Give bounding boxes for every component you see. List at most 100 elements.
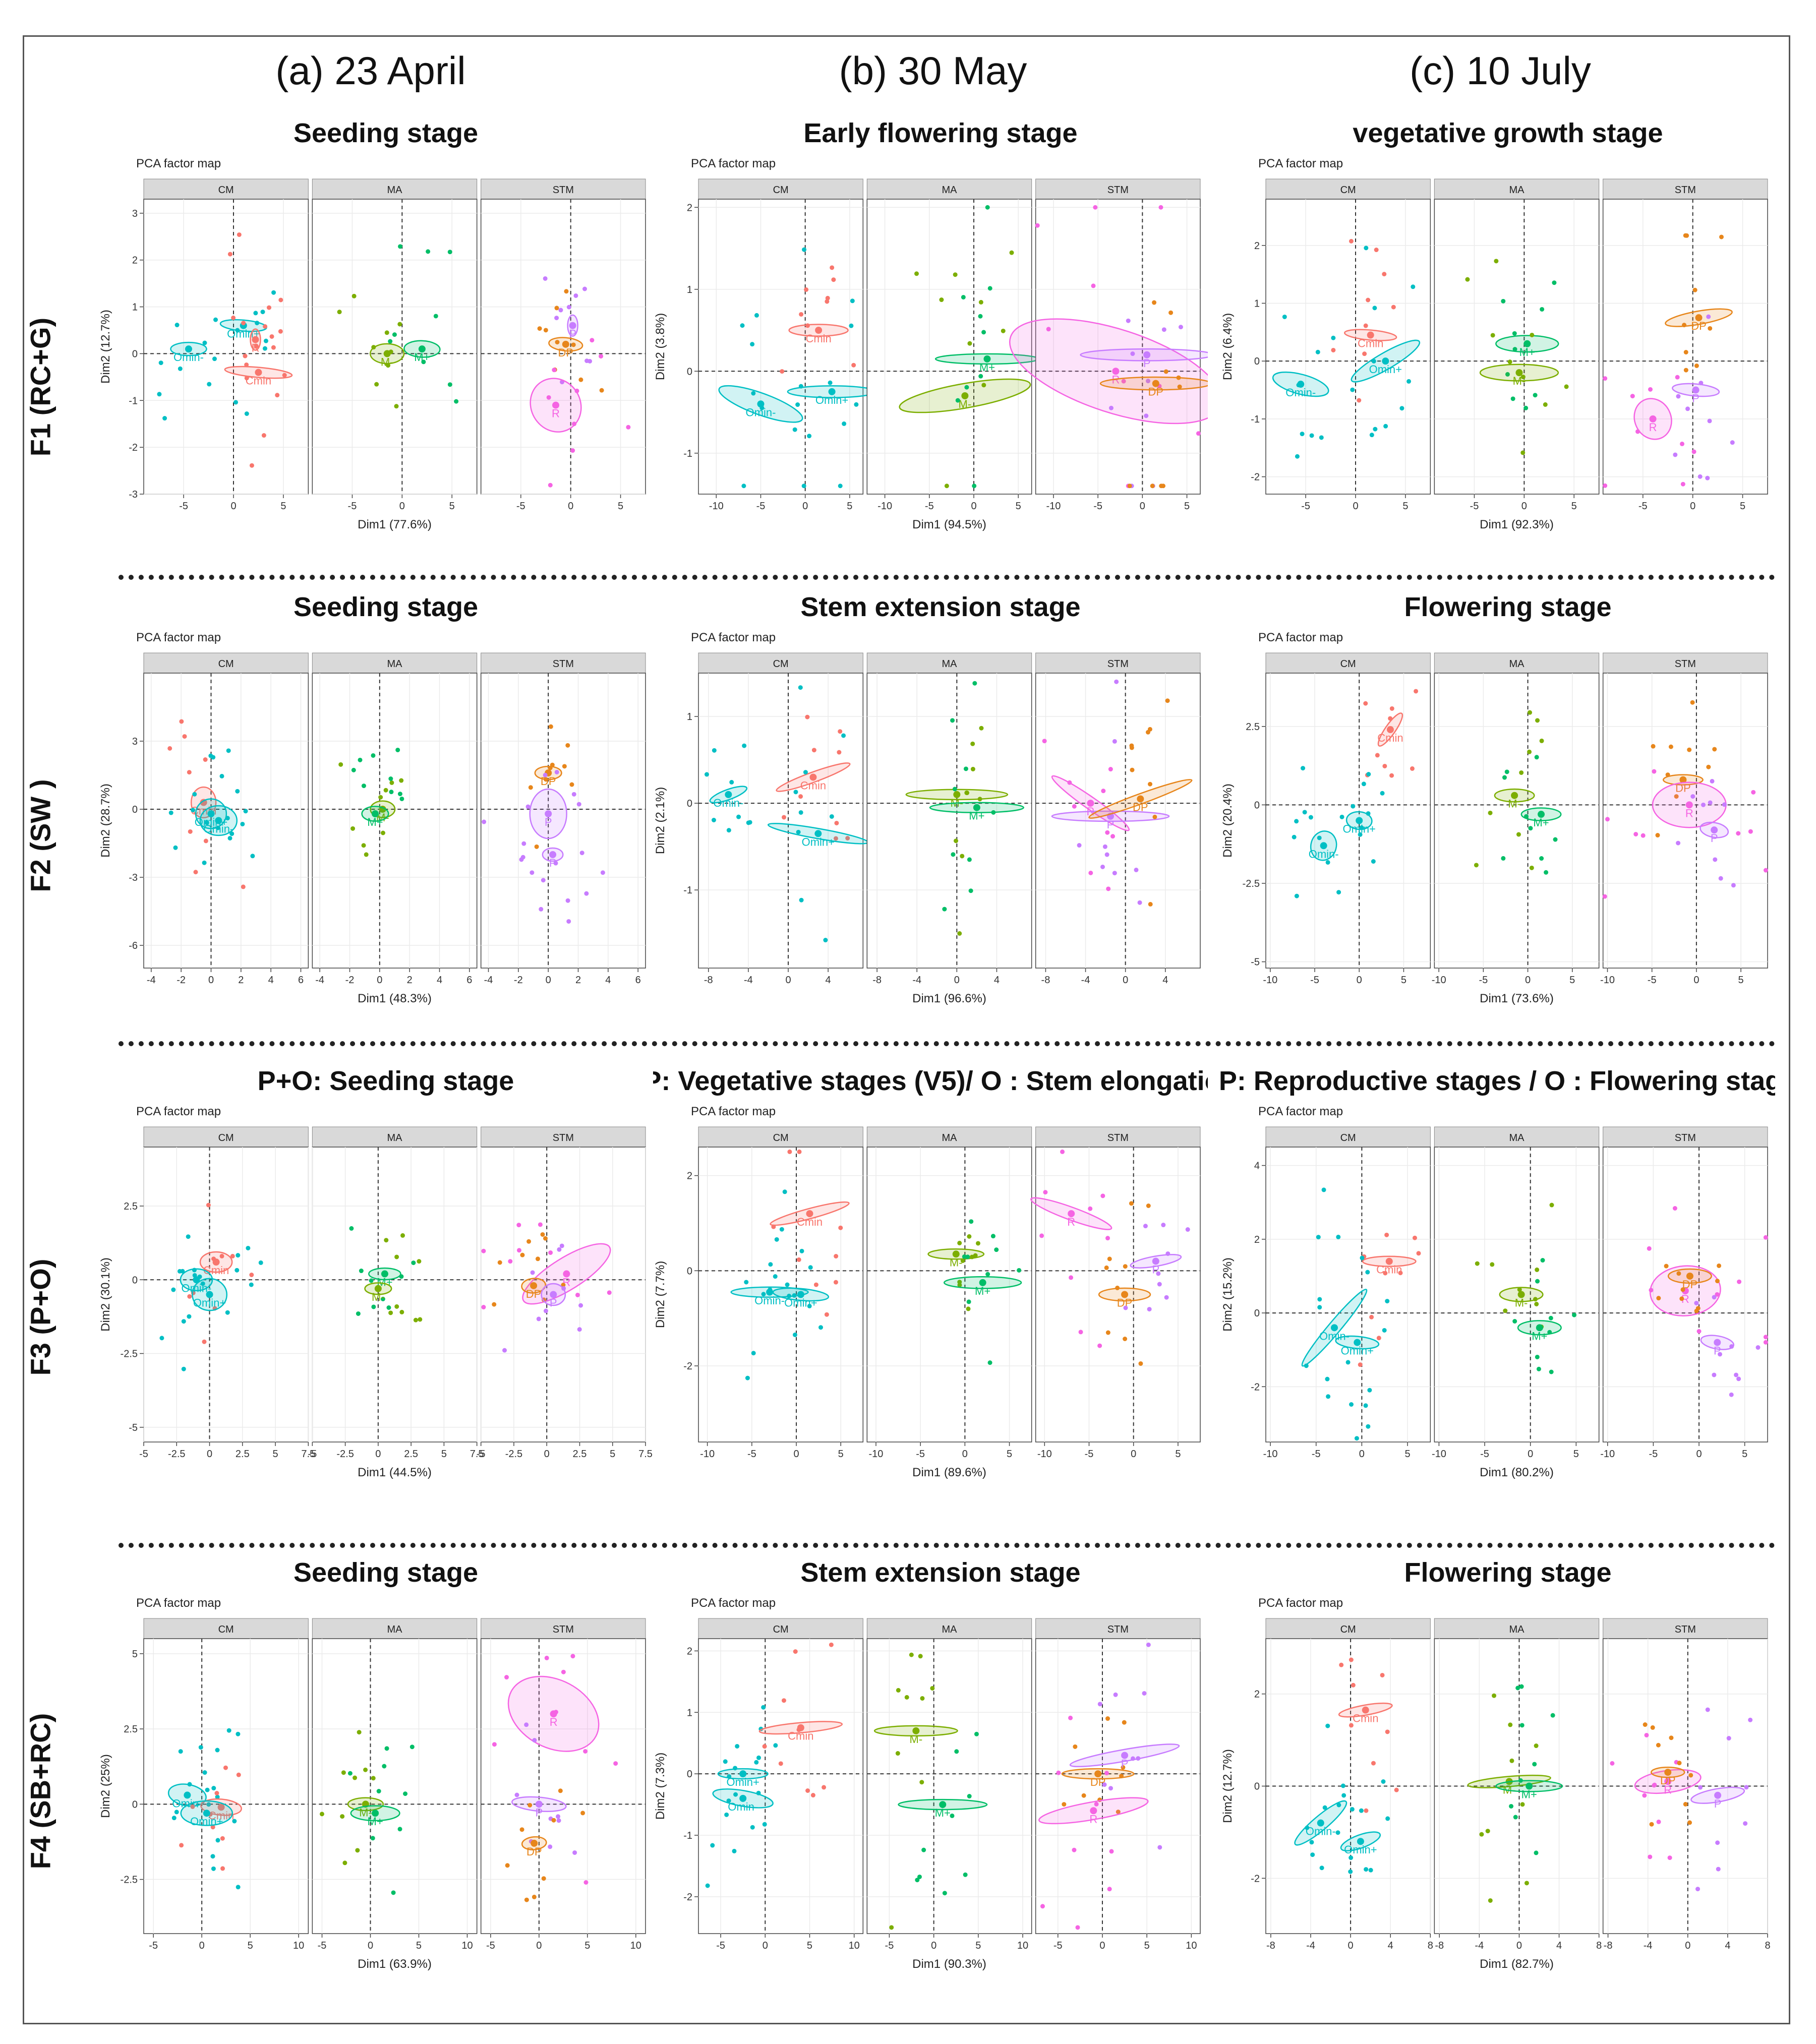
data-point — [383, 788, 388, 793]
y-axis-label: Dim2 (3.8%) — [654, 313, 667, 380]
data-point — [573, 293, 578, 298]
data-point — [173, 845, 178, 850]
data-point — [534, 844, 539, 849]
data-point — [399, 796, 404, 801]
data-point — [1533, 393, 1538, 398]
x-tick-label: -8 — [1435, 1940, 1444, 1951]
data-point — [1548, 1315, 1553, 1320]
data-point — [1713, 857, 1718, 862]
data-point — [530, 1270, 535, 1275]
group-centroid — [1317, 1819, 1324, 1827]
facet-panel — [866, 673, 1032, 969]
data-point — [833, 1280, 838, 1285]
group-centroid — [1511, 792, 1518, 799]
data-point — [1035, 223, 1040, 228]
data-point — [1502, 775, 1507, 780]
facet-strip — [866, 1618, 1032, 1639]
data-point — [1294, 893, 1299, 898]
data-point — [174, 323, 180, 328]
group-label: DP — [526, 1845, 542, 1858]
data-point — [174, 1810, 179, 1815]
x-axis-label: Dim1 (89.6%) — [912, 1466, 986, 1479]
group-label: M- — [372, 1291, 385, 1303]
data-point — [1656, 1742, 1661, 1748]
group-centroid — [1152, 380, 1159, 387]
data-point — [236, 1885, 241, 1890]
data-point — [1684, 233, 1689, 238]
pca-map-title: PCA factor map — [1258, 631, 1343, 644]
data-point — [1687, 747, 1692, 752]
y-tick-label: -5 — [129, 1422, 138, 1433]
data-point — [370, 1836, 375, 1841]
data-point — [599, 354, 604, 359]
data-point — [384, 330, 389, 335]
group-centroid — [1685, 801, 1693, 809]
group-centroid — [184, 1791, 191, 1799]
group-centroid — [1367, 331, 1374, 339]
data-point — [1744, 1785, 1749, 1790]
data-point — [1365, 1270, 1370, 1275]
y-tick-label: 2 — [687, 1171, 692, 1182]
data-point — [1706, 314, 1711, 319]
data-point — [167, 746, 172, 751]
facet-panel — [1035, 1147, 1201, 1442]
data-point — [514, 1792, 519, 1797]
data-point — [226, 1728, 231, 1733]
facet-strip — [1434, 1618, 1600, 1639]
facet-strip — [481, 652, 646, 674]
data-point — [244, 411, 249, 416]
data-point — [919, 1780, 924, 1785]
data-point — [532, 1738, 537, 1743]
data-point — [1524, 1881, 1529, 1886]
data-point — [1300, 432, 1305, 437]
data-point — [583, 1880, 589, 1885]
data-point — [1369, 433, 1374, 438]
data-point — [1340, 1783, 1345, 1788]
data-point — [1319, 1866, 1324, 1871]
data-point — [729, 779, 734, 785]
data-point — [577, 1327, 582, 1332]
x-tick-label: -5 — [1479, 975, 1488, 986]
data-point — [211, 1866, 216, 1871]
group-label: R — [252, 342, 260, 354]
data-point — [1309, 1840, 1314, 1845]
data-point — [1105, 1330, 1110, 1335]
data-point — [249, 1273, 254, 1278]
group-label: Cmin — [1377, 732, 1403, 744]
x-tick-label: 5 — [1738, 975, 1744, 986]
data-point — [978, 299, 983, 305]
data-point — [220, 1866, 225, 1871]
x-tick-label: 8 — [1765, 1940, 1770, 1951]
x-tick-label: 0 — [208, 975, 214, 986]
group-centroid — [1121, 1752, 1129, 1759]
x-tick-label: -4 — [744, 975, 753, 986]
data-point — [492, 1742, 497, 1747]
data-point — [607, 1290, 612, 1295]
x-tick-label: -5 — [318, 1940, 327, 1951]
pca-map-title: PCA factor map — [1258, 157, 1343, 170]
data-point — [1148, 901, 1153, 907]
pca-panel: Seeding stage PCA factor map CM -4 -2 0 2 4 6 Cmi… — [98, 590, 653, 1011]
data-point — [1161, 1223, 1166, 1228]
data-point — [1325, 1723, 1330, 1728]
data-point — [220, 1836, 225, 1841]
data-point — [798, 810, 803, 815]
data-point — [1102, 844, 1107, 849]
group-centroid — [1664, 1778, 1672, 1785]
x-tick-label: -5 — [1649, 1449, 1658, 1460]
data-point — [1168, 310, 1174, 315]
data-point — [588, 358, 593, 364]
data-point — [1363, 1403, 1368, 1408]
group-label: Omin+ — [815, 394, 848, 406]
group-label: Omin+ — [1341, 1345, 1374, 1357]
data-point — [1677, 1761, 1682, 1766]
facet-panel — [1434, 673, 1600, 969]
data-point — [205, 1787, 210, 1792]
data-point — [1690, 794, 1695, 799]
data-point — [1094, 1801, 1099, 1807]
data-point — [371, 1304, 376, 1309]
data-point — [1633, 831, 1638, 836]
data-point — [942, 907, 947, 912]
data-point — [355, 1848, 360, 1853]
data-point — [162, 416, 167, 421]
